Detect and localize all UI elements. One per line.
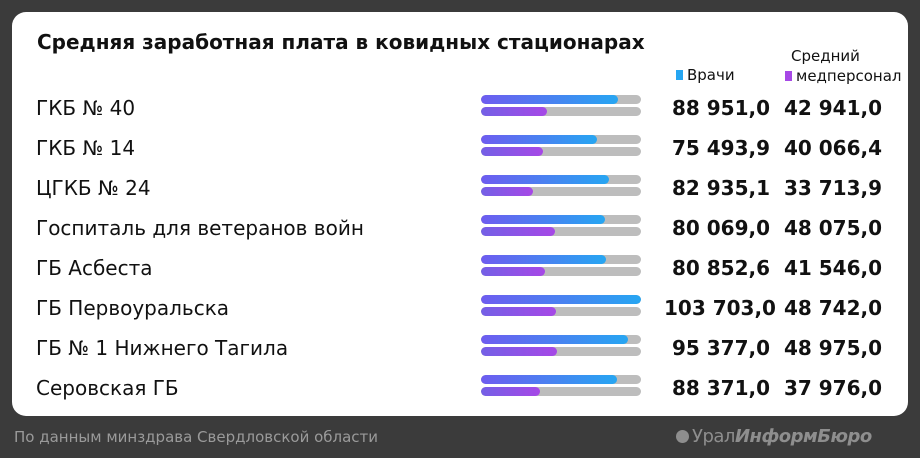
chart-row: ЦГКБ № 24 82 935,1 33 713,9 bbox=[12, 174, 908, 214]
nurses-bar-track bbox=[481, 147, 641, 156]
nurses-bar-track bbox=[481, 267, 641, 276]
nurses-bar bbox=[481, 227, 555, 236]
nurses-bar bbox=[481, 267, 545, 276]
brand-logo: УралИнформБюро bbox=[676, 426, 872, 447]
chart-row: ГБ Первоуральска 103 703,0 48 742,0 bbox=[12, 294, 908, 334]
doctors-bar-track bbox=[481, 335, 641, 344]
doctors-value-label: 95 377,0 bbox=[671, 336, 770, 360]
chart-row: ГКБ № 40 88 951,0 42 941,0 bbox=[12, 94, 908, 134]
legend-nurses-label-line2: медперсонал bbox=[796, 67, 902, 85]
nurses-bar bbox=[481, 387, 540, 396]
nurses-value-label: 33 713,9 bbox=[783, 176, 882, 200]
nurses-bar-track bbox=[481, 307, 641, 316]
chart-card: Средняя заработная плата в ковидных стац… bbox=[12, 12, 908, 416]
legend-nurses: Средний медперсонал bbox=[785, 46, 901, 86]
doctors-value-label: 80 852,6 bbox=[671, 256, 770, 280]
chart-row: Серовская ГБ 88 371,0 37 976,0 bbox=[12, 374, 908, 414]
doctors-value-label: 103 703,0 bbox=[664, 296, 776, 320]
doctors-bar-track bbox=[481, 135, 641, 144]
category-label: ГКБ № 40 bbox=[36, 96, 136, 120]
legend-nurses-swatch bbox=[785, 71, 792, 81]
source-note: По данным минздрава Свердловской области bbox=[14, 428, 379, 446]
category-label: Госпиталь для ветеранов войн bbox=[36, 216, 364, 240]
nurses-bar bbox=[481, 347, 557, 356]
legend-doctors-swatch bbox=[676, 70, 683, 80]
chart-row: ГБ № 1 Нижнего Тагила 95 377,0 48 975,0 bbox=[12, 334, 908, 374]
doctors-bar bbox=[481, 175, 609, 184]
chart-title: Средняя заработная плата в ковидных стац… bbox=[37, 30, 645, 54]
doctors-bar bbox=[481, 135, 597, 144]
nurses-bar bbox=[481, 107, 547, 116]
doctors-value-label: 80 069,0 bbox=[671, 216, 770, 240]
chart-row: Госпиталь для ветеранов войн 80 069,0 48 0… bbox=[12, 214, 908, 254]
doctors-bar bbox=[481, 295, 641, 304]
nurses-bar bbox=[481, 147, 543, 156]
doctors-bar-track bbox=[481, 375, 641, 384]
brand-bold: ИнформБюро bbox=[734, 426, 872, 447]
nurses-value-label: 48 975,0 bbox=[783, 336, 882, 360]
nurses-bar-track bbox=[481, 107, 641, 116]
chart-row: ГКБ № 14 75 493,9 40 066,4 bbox=[12, 134, 908, 174]
doctors-bar-track bbox=[481, 175, 641, 184]
nurses-bar-track bbox=[481, 187, 641, 196]
nurses-value-label: 42 941,0 bbox=[783, 96, 882, 120]
brand-dot-icon bbox=[676, 430, 689, 443]
doctors-bar bbox=[481, 255, 606, 264]
category-label: ГБ № 1 Нижнего Тагила bbox=[36, 336, 289, 360]
doctors-value-label: 82 935,1 bbox=[671, 176, 770, 200]
doctors-bar bbox=[481, 215, 605, 224]
brand-light: Урал bbox=[692, 426, 735, 447]
nurses-bar-track bbox=[481, 347, 641, 356]
category-label: ЦГКБ № 24 bbox=[36, 176, 151, 200]
nurses-value-label: 48 742,0 bbox=[783, 296, 882, 320]
doctors-bar-track bbox=[481, 95, 641, 104]
nurses-bar-track bbox=[481, 227, 641, 236]
doctors-bar-track bbox=[481, 215, 641, 224]
nurses-value-label: 48 075,0 bbox=[783, 216, 882, 240]
legend-nurses-line2: медперсонал bbox=[785, 67, 901, 85]
nurses-bar bbox=[481, 187, 533, 196]
category-label: ГБ Асбеста bbox=[36, 256, 153, 280]
doctors-value-label: 75 493,9 bbox=[671, 136, 770, 160]
category-label: Серовская ГБ bbox=[36, 376, 179, 400]
chart-row: ГБ Асбеста 80 852,6 41 546,0 bbox=[12, 254, 908, 294]
doctors-bar bbox=[481, 375, 617, 384]
nurses-bar bbox=[481, 307, 556, 316]
doctors-bar bbox=[481, 95, 618, 104]
doctors-value-label: 88 951,0 bbox=[671, 96, 770, 120]
legend-nurses-label-line1: Средний bbox=[791, 47, 860, 65]
legend-doctors-label: Врачи bbox=[687, 66, 735, 84]
category-label: ГКБ № 14 bbox=[36, 136, 136, 160]
doctors-bar bbox=[481, 335, 628, 344]
nurses-value-label: 41 546,0 bbox=[783, 256, 882, 280]
doctors-value-label: 88 371,0 bbox=[671, 376, 770, 400]
category-label: ГБ Первоуральска bbox=[36, 296, 230, 320]
legend-doctors: Врачи bbox=[676, 66, 735, 84]
nurses-value-label: 37 976,0 bbox=[783, 376, 882, 400]
doctors-bar-track bbox=[481, 255, 641, 264]
nurses-bar-track bbox=[481, 387, 641, 396]
doctors-bar-track bbox=[481, 295, 641, 304]
nurses-value-label: 40 066,4 bbox=[783, 136, 882, 160]
